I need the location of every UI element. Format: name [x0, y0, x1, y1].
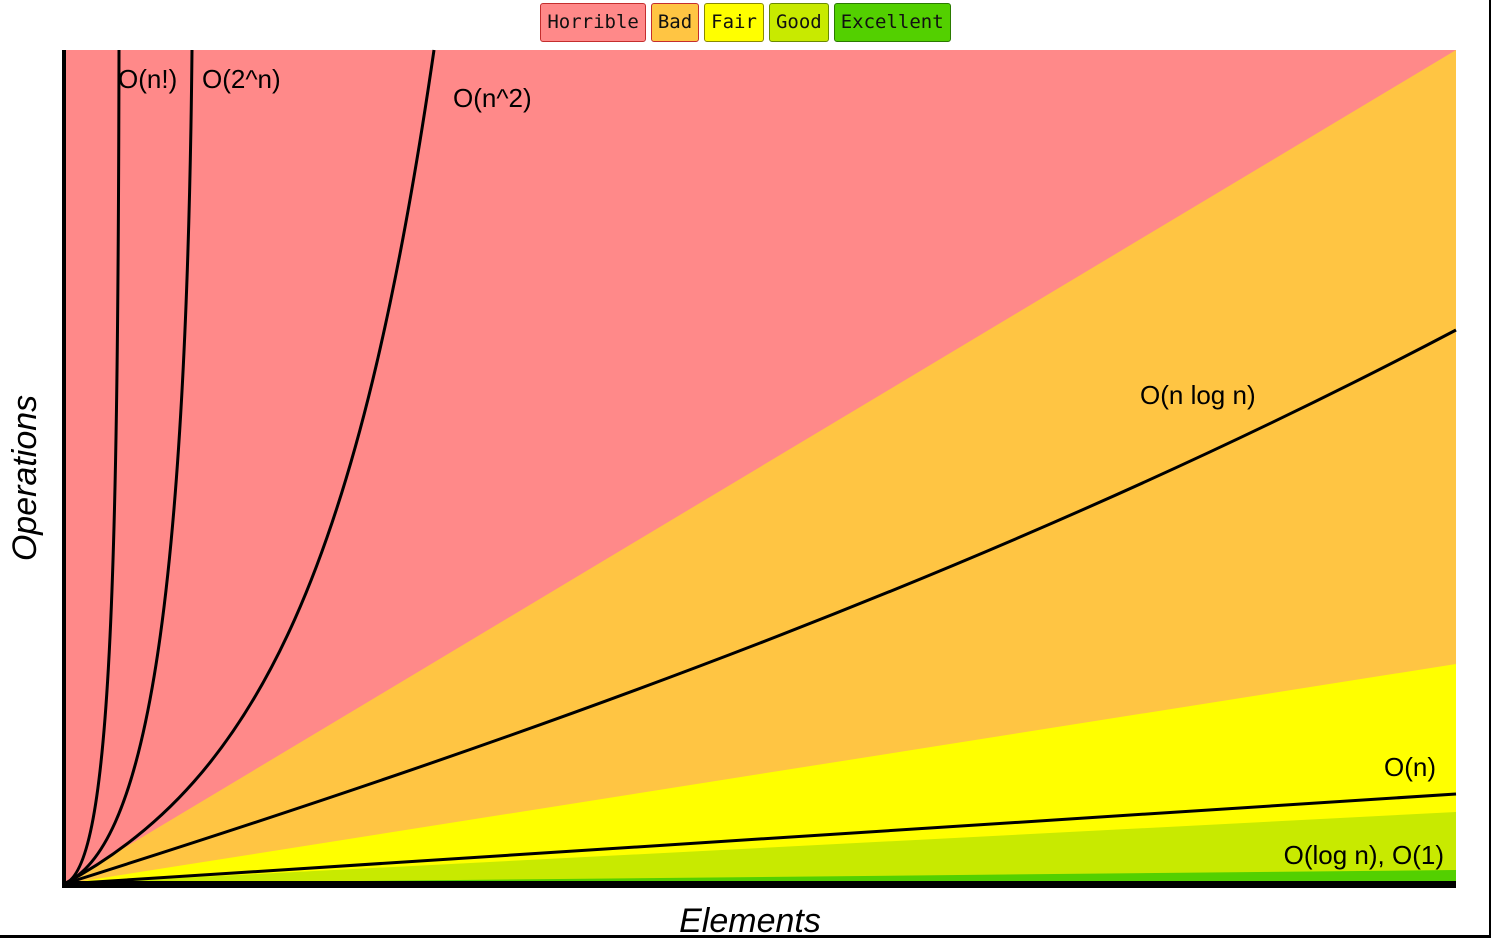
x-axis-title: Elements	[679, 902, 821, 938]
legend-item-good: Good	[768, 2, 829, 42]
region-bad	[64, 50, 1456, 884]
label-o-n-log-n: O(n log n)	[1140, 380, 1256, 410]
y-axis-title: Operations	[6, 395, 44, 561]
label-o-n-squared: O(n^2)	[453, 83, 532, 113]
legend: Horrible Bad Fair Good Excellent	[0, 0, 1491, 44]
curve-labels: O(n!) O(2^n) O(n^2) O(n log n) O(n) O(log n),…	[118, 64, 1444, 870]
bottom-border	[0, 935, 1491, 938]
label-o-n: O(n)	[1384, 752, 1436, 782]
legend-item-fair: Fair	[704, 2, 764, 42]
region-good	[64, 812, 1456, 884]
region-fair	[64, 664, 1456, 884]
axes	[62, 50, 1456, 888]
complexity-regions	[64, 50, 1456, 884]
curve-o-n	[63, 792, 1457, 886]
curve-o-n-factorial	[63, 49, 121, 886]
legend-item-excellent: Excellent	[833, 2, 951, 42]
curve-o-2-pow-n	[63, 49, 194, 886]
label-o-n-factorial: O(n!)	[118, 64, 177, 94]
region-excellent	[64, 870, 1456, 884]
right-border	[1489, 0, 1491, 938]
curve-o-n-squared	[63, 49, 436, 886]
curve-o-n-log-n	[63, 328, 1457, 886]
label-o-2-pow-n: O(2^n)	[202, 64, 281, 94]
label-o-log-n-o-1: O(log n), O(1)	[1284, 840, 1444, 870]
legend-item-horrible: Horrible	[540, 2, 646, 42]
legend-item-bad: Bad	[650, 2, 700, 42]
